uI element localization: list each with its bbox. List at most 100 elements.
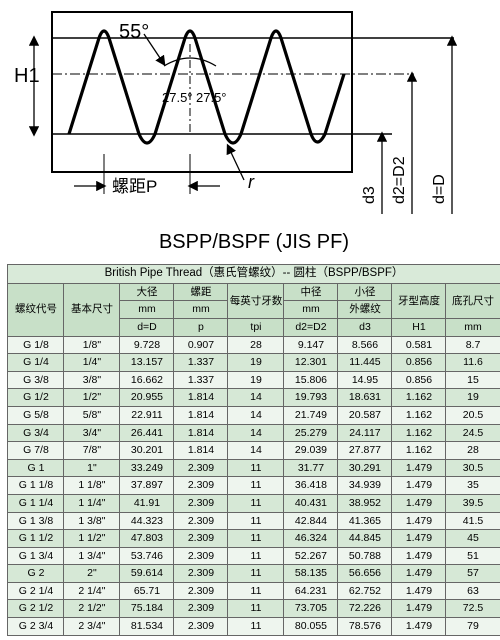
table-row: G 22"59.6142.3091158.13556.6561.47957 xyxy=(8,565,500,583)
table-row: G 1/21/2"20.9551.8141419.79318.6311.1621… xyxy=(8,389,500,407)
th-h1-l1: 牙型高度 xyxy=(392,283,446,318)
table-row: G 3/43/4"26.4411.8141425.27924.1171.1622… xyxy=(8,424,500,442)
cell-code: G 1 1/8 xyxy=(8,477,64,495)
table-row: G 5/85/8"22.9111.8141421.74920.5871.1622… xyxy=(8,406,500,424)
th-d-l2: mm xyxy=(120,301,174,319)
th-d-l1: 大径 xyxy=(120,283,174,301)
h1-label: H1 xyxy=(14,65,40,87)
cell-code: G 1 1/4 xyxy=(8,494,64,512)
cell-p: 2.309 xyxy=(174,600,228,618)
cell-h1: 1.162 xyxy=(392,424,446,442)
cell-tpi: 14 xyxy=(228,424,284,442)
cell-h1: 1.162 xyxy=(392,406,446,424)
cell-tpi: 11 xyxy=(228,547,284,565)
th-p-l3: p xyxy=(174,318,228,336)
cell-d2: 52.267 xyxy=(284,547,338,565)
cell-basic: 1 3/4" xyxy=(64,547,120,565)
cell-basic: 1" xyxy=(64,459,120,477)
cell-tpi: 19 xyxy=(228,371,284,389)
cell-d2: 58.135 xyxy=(284,565,338,583)
th-d2-l2: mm xyxy=(284,301,338,319)
cell-d: 59.614 xyxy=(120,565,174,583)
cell-basic: 2" xyxy=(64,565,120,583)
cell-p: 2.309 xyxy=(174,565,228,583)
th-d3-l2: 外螺纹 xyxy=(338,301,392,319)
cell-code: G 7/8 xyxy=(8,442,64,460)
cell-h1: 1.479 xyxy=(392,582,446,600)
cell-basic: 2 1/4" xyxy=(64,582,120,600)
cell-h1: 0.856 xyxy=(392,371,446,389)
cell-d3: 8.566 xyxy=(338,336,392,354)
cell-basic: 1/2" xyxy=(64,389,120,407)
cell-hole: 19 xyxy=(446,389,500,407)
cell-h1: 1.479 xyxy=(392,494,446,512)
d2-label: d2=D2 xyxy=(391,156,408,204)
cell-tpi: 11 xyxy=(228,512,284,530)
cell-code: G 2 xyxy=(8,565,64,583)
cell-tpi: 11 xyxy=(228,459,284,477)
table-row: G 1 1/41 1/4"41.912.3091140.43138.9521.4… xyxy=(8,494,500,512)
cell-h1: 1.479 xyxy=(392,477,446,495)
cell-hole: 63 xyxy=(446,582,500,600)
cell-hole: 72.5 xyxy=(446,600,500,618)
cell-p: 1.337 xyxy=(174,354,228,372)
cell-code: G 2 1/4 xyxy=(8,582,64,600)
half-angle-2: 27.5° xyxy=(196,90,227,105)
cell-d2: 12.301 xyxy=(284,354,338,372)
table-title: British Pipe Thread（惠氏管螺纹）-- 圆柱（BSPP/BSP… xyxy=(8,265,500,284)
cell-d3: 11.445 xyxy=(338,354,392,372)
cell-basic: 3/8" xyxy=(64,371,120,389)
cell-basic: 1 1/8" xyxy=(64,477,120,495)
cell-hole: 41.5 xyxy=(446,512,500,530)
cell-basic: 7/8" xyxy=(64,442,120,460)
th-h1-l2: H1 xyxy=(392,318,446,336)
cell-p: 1.814 xyxy=(174,424,228,442)
cell-d2: 19.793 xyxy=(284,389,338,407)
cell-p: 2.309 xyxy=(174,459,228,477)
cell-d: 65.71 xyxy=(120,582,174,600)
cell-d: 41.91 xyxy=(120,494,174,512)
cell-code: G 3/4 xyxy=(8,424,64,442)
cell-p: 2.309 xyxy=(174,582,228,600)
th-basic: 基本尺寸 xyxy=(64,283,120,336)
table-row: G 1 1/81 1/8"37.8972.3091136.41834.9391.… xyxy=(8,477,500,495)
th-tpi-l2: tpi xyxy=(228,318,284,336)
cell-code: G 1 1/2 xyxy=(8,530,64,548)
cell-d2: 40.431 xyxy=(284,494,338,512)
cell-hole: 15 xyxy=(446,371,500,389)
table-row: G 7/87/8"30.2011.8141429.03927.8771.1622… xyxy=(8,442,500,460)
cell-basic: 1 3/8" xyxy=(64,512,120,530)
cell-p: 1.814 xyxy=(174,442,228,460)
cell-d2: 31.77 xyxy=(284,459,338,477)
cell-p: 2.309 xyxy=(174,547,228,565)
cell-d: 13.157 xyxy=(120,354,174,372)
cell-hole: 8.7 xyxy=(446,336,500,354)
th-d2-l3: d2=D2 xyxy=(284,318,338,336)
cell-p: 0.907 xyxy=(174,336,228,354)
cell-h1: 1.479 xyxy=(392,459,446,477)
cell-h1: 1.479 xyxy=(392,600,446,618)
th-hole-l2: mm xyxy=(446,318,500,336)
cell-d: 75.184 xyxy=(120,600,174,618)
cell-hole: 45 xyxy=(446,530,500,548)
cell-h1: 1.479 xyxy=(392,547,446,565)
cell-d3: 50.788 xyxy=(338,547,392,565)
d-label: d=D xyxy=(431,174,448,204)
th-tpi-l1: 每英寸牙数 xyxy=(228,283,284,318)
angle-55-label: 55° xyxy=(119,21,149,43)
th-d-l3: d=D xyxy=(120,318,174,336)
cell-tpi: 14 xyxy=(228,389,284,407)
cell-h1: 1.479 xyxy=(392,565,446,583)
cell-basic: 2 1/2" xyxy=(64,600,120,618)
cell-p: 2.309 xyxy=(174,530,228,548)
cell-d2: 64.231 xyxy=(284,582,338,600)
cell-code: G 1/2 xyxy=(8,389,64,407)
cell-d: 53.746 xyxy=(120,547,174,565)
cell-hole: 57 xyxy=(446,565,500,583)
thread-profile-diagram: 55° 27.5° 27.5° H1 螺距P r d3 d2=D2 d=D BS… xyxy=(14,4,494,254)
cell-p: 2.309 xyxy=(174,477,228,495)
cell-p: 2.309 xyxy=(174,512,228,530)
cell-tpi: 11 xyxy=(228,530,284,548)
cell-hole: 30.5 xyxy=(446,459,500,477)
cell-h1: 1.162 xyxy=(392,389,446,407)
